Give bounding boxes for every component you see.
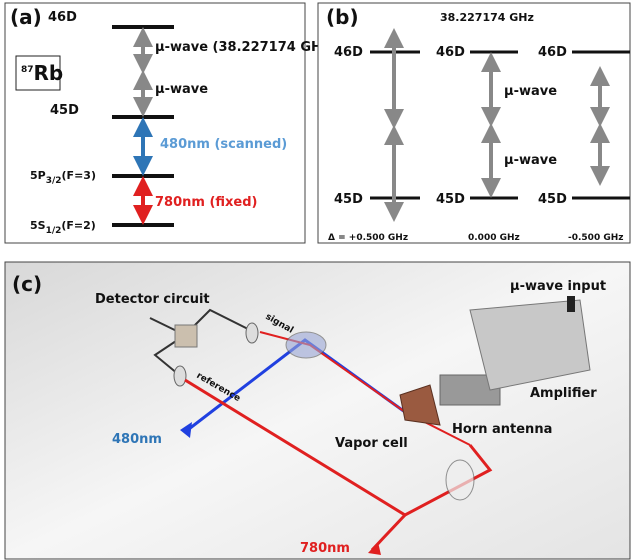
level-label: 46D [48,10,77,25]
transition-label: 480nm (scanned) [160,137,287,152]
transition-label: 780nm (fixed) [155,195,258,210]
amplifier-label: Amplifier [530,386,597,401]
microwave-label: μ-wave [504,84,557,99]
level-label: 45D [334,192,363,207]
level-label: 45D [436,192,465,207]
detuning: -0.500 GHz [568,233,624,243]
panel-b: (b) 38.227174 GHz 46D 45D 46D 45D 46D 45… [318,3,630,243]
frequency: 38.227174 GHz [440,11,534,24]
panel-label: (b) [326,5,359,29]
detector-box [175,325,197,347]
transition-label: μ-wave (38.227174 GHz) [155,40,335,55]
panel-c: (c) Detector circuit signal reference μ-… [5,262,630,559]
level-label: 45D [538,192,567,207]
microwave-input-label: μ-wave input [510,279,606,294]
level-label: 45D [50,103,79,118]
panel-a: (a) 87Rb 46D 45D 5P3/2(F=3) 5S1/2(F=2) μ… [5,3,335,243]
red-laser-label: 780nm [300,541,350,556]
panel-label: (a) [10,5,42,29]
panel-border [318,3,630,243]
level-label: 46D [436,45,465,60]
figure: (a) 87Rb 46D 45D 5P3/2(F=3) 5S1/2(F=2) μ… [0,0,631,560]
microwave-label: μ-wave [504,153,557,168]
blue-laser-label: 480nm [112,432,162,447]
detuning: Δ = +0.500 GHz [328,233,408,243]
cell-label: Vapor cell [335,436,408,451]
transition-label: μ-wave [155,82,208,97]
detuning: 0.000 GHz [468,233,520,243]
level-label: 46D [538,45,567,60]
detector-label: Detector circuit [95,292,210,307]
level-label: 46D [334,45,363,60]
panel-label: (c) [12,272,42,296]
horn-label: Horn antenna [452,422,552,437]
